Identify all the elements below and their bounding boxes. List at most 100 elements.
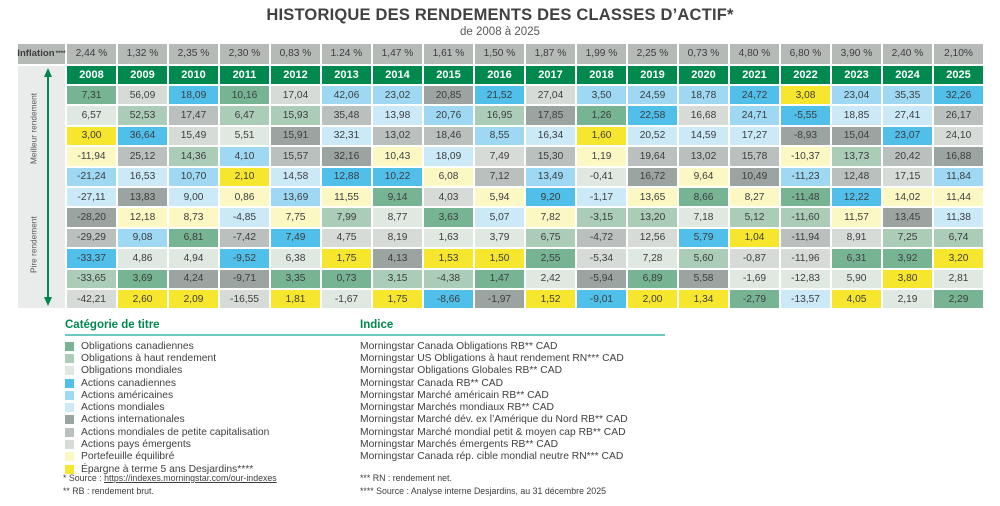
- legend-item-OC: Obligations canadiennes: [65, 340, 360, 352]
- year-column-2017: 1,87 % 2017 27,04 17,85 16,34 15,30 13,49 9,20 7…: [526, 44, 575, 309]
- return-cell-2015-OM: 1,63: [424, 228, 473, 248]
- return-cell-2023-AMo: 18,85: [832, 106, 881, 125]
- legend-color-swatch-OM: [65, 366, 74, 376]
- return-cell-2012-OM: 6,38: [271, 249, 320, 268]
- legend-color-swatch-AI: [65, 415, 74, 425]
- return-cell-2018-OHR: -3,15: [577, 208, 626, 227]
- footnote-source: * Source : https://indexes.morningstar.c…: [63, 473, 360, 483]
- year-column-2020: 0,73 % 2020 18,78 16,68 14,59 13,02 9,64 8,66 7,…: [679, 44, 728, 309]
- return-cell-2025-PE: 11,44: [934, 187, 983, 207]
- inflation-label-asterisks: ****: [55, 50, 66, 58]
- legend-item-PE: Portefeuille équilibré: [65, 451, 360, 463]
- return-cell-2009-AC: 36,64: [118, 126, 167, 146]
- return-cell-2008-OHR: -33,65: [67, 269, 116, 288]
- return-cell-2024-OM: 2,19: [883, 289, 932, 309]
- return-cell-2011-AA: 4,10: [220, 147, 269, 166]
- return-cell-2008-AMo: -27,11: [67, 187, 116, 207]
- return-cell-2017-PE: 7,82: [526, 208, 575, 227]
- return-cell-2022-OHR: -11,60: [781, 208, 830, 227]
- return-cell-2011-OHR: 6,47: [220, 106, 269, 125]
- return-cell-2022-AMo: -13,57: [781, 289, 830, 309]
- legend-headers: Catégorie de titre Indice: [65, 319, 665, 336]
- return-cell-2013-ET: 1,75: [322, 249, 371, 268]
- return-cell-2009-AA: 9,08: [118, 228, 167, 248]
- year-column-2023: 3,90 % 2023 23,04 18,85 15,04 13,73 12,48 12,22…: [832, 44, 881, 309]
- return-cell-2009-OC: 3,69: [118, 269, 167, 288]
- return-cell-2021-AA: 24,71: [730, 106, 779, 125]
- legend-color-swatch-AMPC: [65, 427, 74, 437]
- return-cell-2024-AC: 23,07: [883, 126, 932, 146]
- legend-label-AI: Actions internationales: [81, 414, 185, 426]
- page-subtitle: de 2008 à 2025: [460, 26, 540, 38]
- return-cell-2021-AMo: 17,27: [730, 126, 779, 146]
- return-cell-2010-PE: 8,73: [169, 208, 218, 227]
- return-cell-2013-OM: -1,67: [322, 289, 371, 309]
- inflation-value-2010: 2,35 %: [169, 44, 218, 64]
- return-cell-2016-AC: 21,52: [475, 86, 524, 105]
- inflation-value-2020: 0,73 %: [679, 44, 728, 64]
- legend-item-ET: Épargne à terme 5 ans Desjardins****: [65, 463, 360, 475]
- return-cell-2013-AA: 42,06: [322, 86, 371, 105]
- year-header-2019: 2019: [628, 65, 677, 84]
- return-cell-2014-AC: 10,22: [373, 167, 422, 186]
- return-cell-2014-OC: 9,14: [373, 187, 422, 207]
- return-cell-2015-OC: 3,63: [424, 208, 473, 227]
- return-cell-2022-AA: -11,23: [781, 167, 830, 186]
- return-cell-2020-PE: 9,64: [679, 167, 728, 186]
- return-cell-2010-OC: 6,81: [169, 228, 218, 248]
- return-cell-2014-AA: 23,02: [373, 86, 422, 105]
- legend-category-header: Catégorie de titre: [65, 319, 160, 331]
- return-cell-2014-AMPC: 13,02: [373, 126, 422, 146]
- return-cell-2008-AI: -28,20: [67, 208, 116, 227]
- index-item-AC: Morningstar Canada RB** CAD: [360, 377, 504, 389]
- return-cell-2014-OM: 8,77: [373, 208, 422, 227]
- return-cell-2010-OM: 4,94: [169, 249, 218, 268]
- legend-category-list: Obligations canadiennes Obligations à hau…: [65, 340, 360, 475]
- table-side-column: Inflation **** Meilleur rendement Pire re…: [17, 44, 66, 309]
- inflation-value-2009: 1,32 %: [118, 44, 167, 64]
- return-cell-2009-ET: 2,60: [118, 289, 167, 309]
- year-header-2023: 2023: [832, 65, 881, 84]
- return-cell-2011-PE: 0,86: [220, 187, 269, 207]
- inflation-value-2016: 1,50 %: [475, 44, 524, 64]
- legend-color-swatch-OC: [65, 341, 74, 351]
- return-cell-2023-AMPC: 12,48: [832, 167, 881, 186]
- year-header-2017: 2017: [526, 65, 575, 84]
- return-cell-2013-PE: 11,55: [322, 187, 371, 207]
- legend-label-AC: Actions canadiennes: [81, 377, 177, 389]
- return-cell-2019-PE: 13,65: [628, 187, 677, 207]
- return-cell-2017-OHR: 6,75: [526, 228, 575, 248]
- index-item-AI: Morningstar Marché dév. ex l’Amérique du…: [360, 414, 628, 426]
- return-cell-2023-ET: 4,05: [832, 289, 881, 309]
- return-cell-2018-OM: -0,41: [577, 167, 626, 186]
- return-cell-2024-AMPC: 20,42: [883, 147, 932, 166]
- returns-table: Inflation **** Meilleur rendement Pire re…: [17, 44, 983, 309]
- legend-item-OHR: Obligations à haut rendement: [65, 352, 360, 364]
- morningstar-link[interactable]: https://indexes.morningstar.com/our-inde…: [104, 473, 277, 483]
- inflation-row-label: Inflation ****: [17, 44, 66, 64]
- return-cell-2019-AMPC: 19,64: [628, 147, 677, 166]
- year-header-2016: 2016: [475, 65, 524, 84]
- return-cell-2023-AC: 12,22: [832, 187, 881, 207]
- return-cell-2008-AC: -33,37: [67, 249, 116, 268]
- inflation-value-2021: 4,80 %: [730, 44, 779, 64]
- return-cell-2009-AI: 13,83: [118, 187, 167, 207]
- index-item-APE: Morningstar Marchés émergents RB** CAD: [360, 439, 558, 451]
- footnote-rn: *** RN : rendement net.: [360, 473, 452, 483]
- return-cell-2022-OM: -12,83: [781, 269, 830, 288]
- return-cell-2021-OHR: 5,12: [730, 208, 779, 227]
- return-cell-2010-OHR: 14,36: [169, 147, 218, 166]
- return-cell-2014-OHR: 3,15: [373, 269, 422, 288]
- return-cell-2015-AMo: 18,09: [424, 147, 473, 166]
- return-cell-2009-OM: 4,86: [118, 249, 167, 268]
- return-cell-2013-AI: 32,16: [322, 147, 371, 166]
- return-cell-2011-AI: -9,71: [220, 269, 269, 288]
- year-column-2018: 1,99 % 2018 3,50 1,26 1,60 1,19 -0,41 -1,17 -3,1…: [577, 44, 626, 309]
- legend-label-ET: Épargne à terme 5 ans Desjardins****: [81, 463, 254, 475]
- return-cell-2008-OM: 6,57: [67, 106, 116, 125]
- year-column-2008: 2,44 % 2008 7,31 6,57 3,00 -11,94 -21,24 -27,11…: [67, 44, 116, 309]
- return-cell-2020-AMo: 14,59: [679, 126, 728, 146]
- inflation-value-2015: 1,61 %: [424, 44, 473, 64]
- return-cell-2011-AC: -9,52: [220, 249, 269, 268]
- inflation-value-2023: 3,90 %: [832, 44, 881, 64]
